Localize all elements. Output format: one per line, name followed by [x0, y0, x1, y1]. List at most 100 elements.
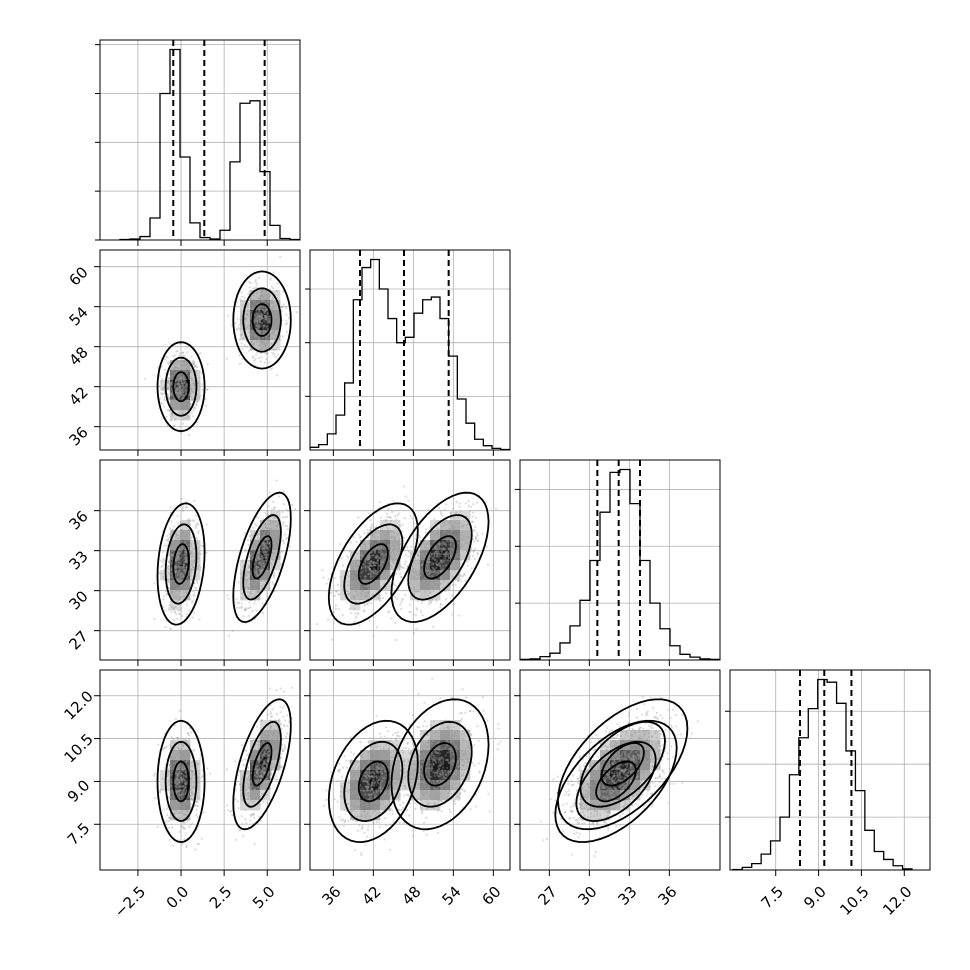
sample-point — [372, 575, 375, 578]
sample-point — [423, 578, 427, 581]
sample-point — [431, 566, 434, 569]
density-cell — [190, 780, 201, 791]
density-cell — [590, 800, 601, 811]
sample-point — [189, 787, 192, 791]
sample-point — [190, 411, 194, 414]
sample-point — [181, 391, 184, 394]
sample-point — [173, 406, 177, 409]
sample-point — [177, 587, 180, 590]
sample-point — [414, 562, 417, 565]
density-cell — [250, 320, 261, 331]
sample-point — [325, 582, 328, 585]
density-cell — [460, 750, 471, 761]
sample-point — [364, 545, 367, 548]
sample-point — [276, 542, 279, 545]
sample-point — [189, 823, 193, 826]
sample-point — [173, 806, 176, 809]
sample-point — [368, 512, 371, 515]
sample-point — [184, 550, 188, 553]
sample-point — [173, 525, 176, 528]
sample-point — [170, 520, 173, 523]
density-cell — [180, 750, 191, 761]
sample-point — [457, 614, 460, 617]
sample-point — [170, 755, 173, 759]
sample-point — [178, 377, 181, 380]
sample-point — [173, 749, 176, 752]
sample-point — [178, 409, 181, 412]
sample-point — [347, 580, 350, 583]
sample-point — [197, 396, 200, 399]
sample-point — [180, 560, 183, 563]
sample-point — [245, 345, 248, 348]
sample-point — [353, 607, 356, 610]
sample-point — [172, 424, 175, 428]
sample-point — [402, 567, 406, 570]
sample-point — [169, 552, 172, 555]
sample-point — [476, 552, 479, 555]
sample-point — [435, 563, 439, 566]
sample-point — [448, 528, 451, 531]
sample-point — [276, 353, 279, 356]
sample-point — [182, 364, 185, 367]
sample-point — [380, 575, 384, 578]
sample-point — [259, 763, 262, 767]
sample-point — [457, 550, 460, 553]
sample-point — [176, 534, 179, 537]
sample-point — [187, 734, 190, 737]
sample-point — [355, 583, 359, 587]
sample-point — [182, 397, 185, 400]
sample-point — [247, 595, 250, 598]
sample-point — [266, 324, 269, 328]
sample-point — [168, 776, 171, 779]
density-cell — [270, 310, 281, 321]
sample-point — [442, 532, 445, 535]
sample-point — [374, 561, 377, 565]
sample-point — [248, 286, 251, 289]
sample-point — [414, 537, 417, 540]
sample-point — [247, 588, 251, 591]
sample-point — [167, 377, 170, 380]
sample-point — [182, 390, 185, 393]
sample-point — [252, 338, 256, 341]
sample-point — [250, 581, 253, 584]
sample-point — [174, 611, 177, 614]
density-cell — [400, 750, 411, 761]
sample-point — [190, 399, 194, 402]
sample-point — [394, 514, 397, 518]
density-cell — [180, 580, 191, 591]
sample-point — [176, 599, 179, 603]
sample-point — [160, 380, 163, 383]
sample-point — [174, 802, 178, 805]
sample-point — [235, 598, 238, 601]
sample-point — [182, 405, 185, 409]
sample-point — [386, 527, 389, 530]
sample-point — [264, 550, 268, 553]
sample-point — [167, 770, 170, 773]
sample-point — [167, 580, 170, 584]
sample-point — [249, 334, 252, 337]
density-cell — [260, 320, 271, 331]
sample-point — [196, 796, 200, 799]
sample-point — [161, 788, 164, 792]
sample-point — [190, 536, 193, 539]
density-cell — [170, 590, 181, 601]
sample-point — [238, 338, 241, 341]
sample-point — [443, 522, 446, 526]
sample-point — [273, 531, 276, 534]
density-cell — [340, 580, 351, 591]
sample-point — [460, 558, 463, 561]
density-cell — [580, 810, 591, 821]
density-cell — [600, 770, 611, 781]
sample-point — [182, 395, 185, 398]
density-cell — [270, 550, 281, 561]
sample-point — [273, 322, 276, 325]
sample-point — [457, 537, 460, 541]
sample-point — [200, 837, 203, 840]
density-cell — [370, 810, 381, 821]
sample-point — [255, 568, 259, 571]
sample-point — [407, 555, 410, 558]
sample-point — [462, 538, 465, 541]
density-cell — [390, 780, 401, 791]
sample-point — [252, 582, 255, 585]
